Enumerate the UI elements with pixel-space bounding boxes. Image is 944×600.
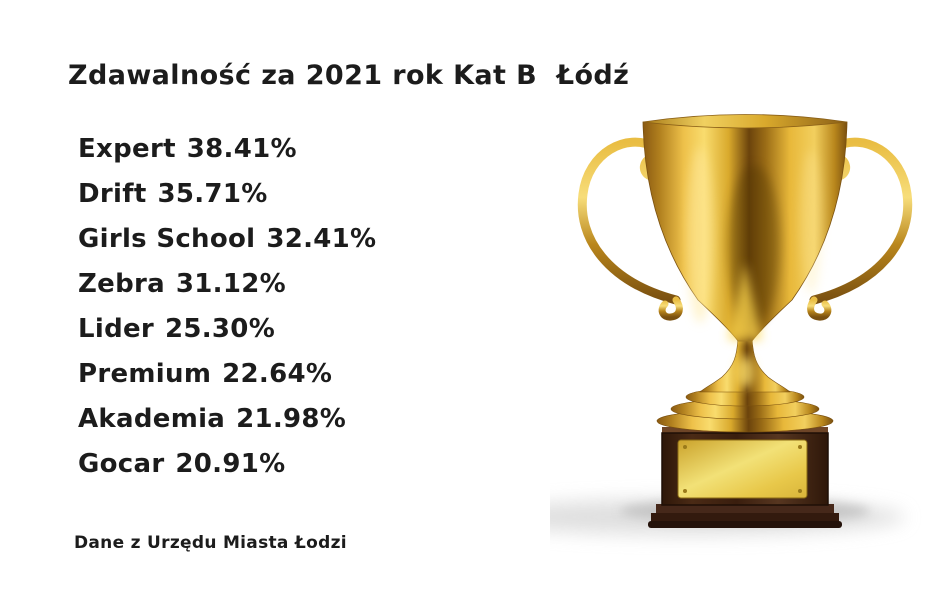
list-item: Gocar 20.91% (78, 449, 376, 494)
source-note: Dane z Urzędu Miasta Łodzi (74, 533, 347, 553)
trophy-plaque (677, 439, 808, 499)
school-name: Girls School (78, 224, 256, 254)
trophy-reflections (687, 147, 822, 388)
school-name: Gocar (78, 449, 165, 479)
list-item: Expert 38.41% (78, 134, 376, 179)
pass-rate: 31.12% (175, 269, 286, 299)
list-item: Girls School 32.41% (78, 224, 376, 269)
list-item: Akademia 21.98% (78, 404, 376, 449)
pass-rate: 21.98% (236, 404, 347, 434)
ranking-list: Expert 38.41% Drift 35.71% Girls School … (78, 134, 376, 494)
pass-rate: 25.30% (164, 314, 276, 344)
trophy-collars (656, 387, 834, 433)
school-name: Expert (78, 134, 176, 164)
trophy-image (550, 0, 944, 600)
list-item: Premium 22.64% (78, 359, 376, 404)
gold-trophy-icon (550, 114, 913, 535)
school-name: Lider (78, 314, 155, 344)
school-name: Zebra (78, 269, 165, 299)
page-title: Zdawalność za 2021 rok Kat B Łódź (68, 60, 630, 91)
list-item: Zebra 31.12% (78, 269, 376, 314)
school-name: Akademia (78, 404, 226, 434)
pass-rate: 35.71% (157, 179, 268, 209)
pass-rate: 38.41% (186, 134, 297, 164)
school-name: Drift (78, 179, 147, 209)
pass-rate: 20.91% (175, 449, 286, 479)
list-item: Drift 35.71% (78, 179, 376, 224)
pass-rate: 22.64% (222, 359, 333, 389)
school-name: Premium (78, 359, 212, 389)
list-item: Lider 25.30% (78, 314, 376, 359)
trophy-rim (642, 114, 848, 129)
pass-rate: 32.41% (266, 224, 377, 254)
